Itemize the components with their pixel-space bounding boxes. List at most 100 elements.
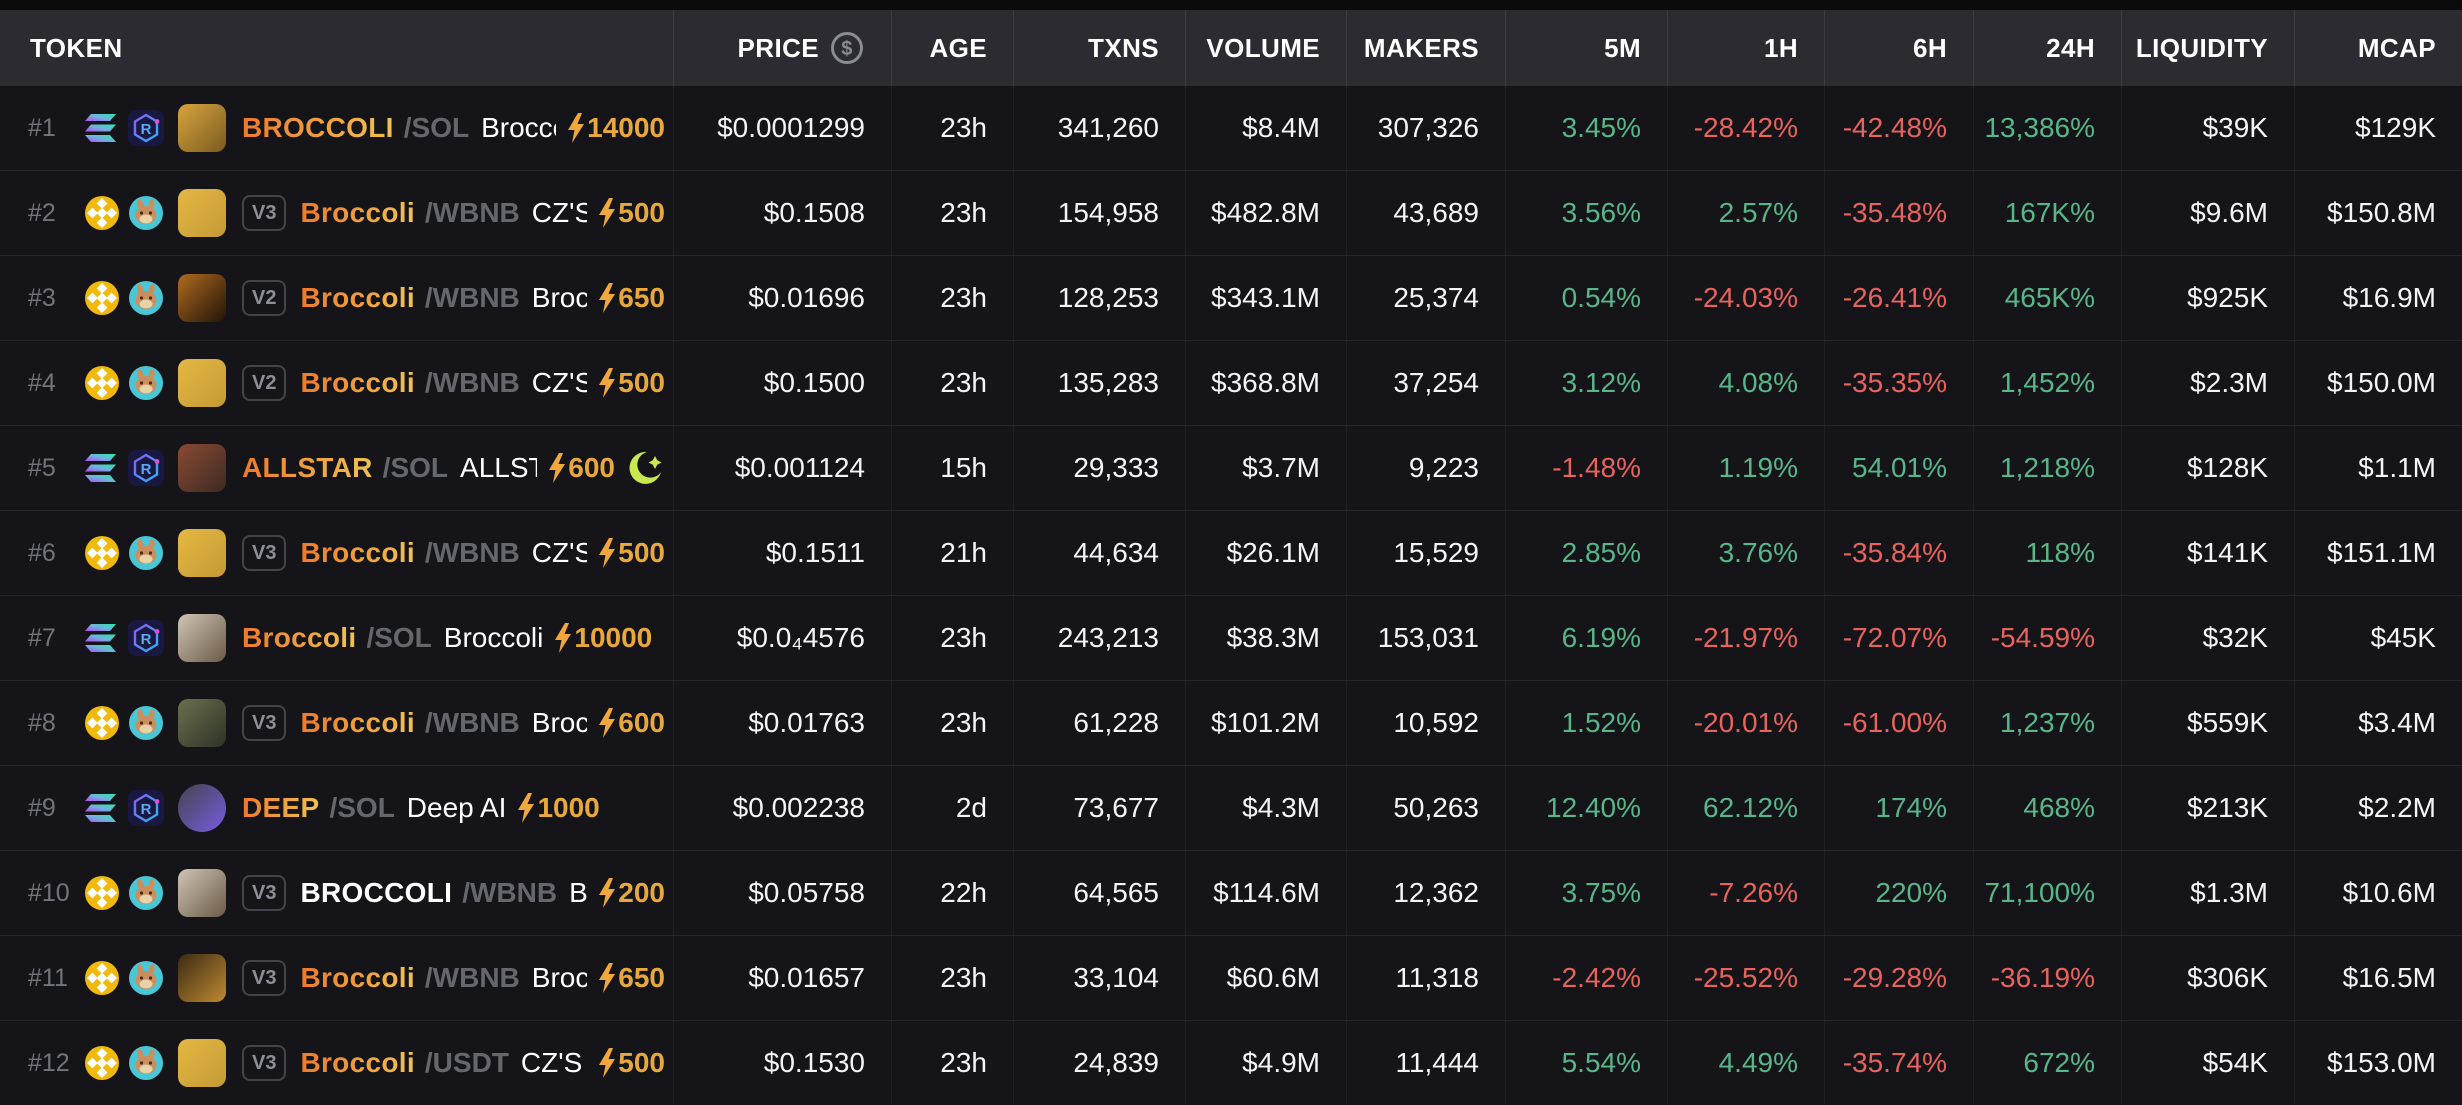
column-header-label: TOKEN — [30, 32, 123, 63]
column-header-txns[interactable]: TXNS — [1013, 10, 1185, 86]
column-header-label: LIQUIDITY — [2135, 32, 2268, 63]
table-row[interactable]: #12 V3 Broccoli/USDT CZ'S DOC 500 $0.1530 23… — [0, 1020, 2462, 1105]
volume-cell-value: $482.8M — [1211, 197, 1320, 228]
column-header-mcap[interactable]: MCAP — [2294, 10, 2462, 86]
boost-badge[interactable]: 10000 — [553, 622, 652, 654]
boost-badge[interactable]: 650 — [597, 282, 665, 314]
chain-dex-icons — [84, 705, 164, 741]
change-1h-cell: -7.26% — [1667, 851, 1824, 935]
age-cell-value: 23h — [940, 707, 987, 738]
column-header-label: TXNS — [1088, 32, 1159, 63]
volume-cell: $482.8M — [1185, 171, 1346, 255]
chain-dex-icons — [84, 280, 164, 316]
txns-cell: 341,260 — [1013, 86, 1185, 170]
txns-cell: 29,333 — [1013, 426, 1185, 510]
table-row[interactable]: #6 V3 Broccoli/WBNB CZ'S DO 500 $0.1511 21h 4… — [0, 510, 2462, 595]
makers-cell-value: 10,592 — [1393, 707, 1479, 738]
age-cell: 15h — [891, 426, 1013, 510]
table-row[interactable]: #11 V3 Broccoli/WBNB Broccol 650 $0.01657 23… — [0, 935, 2462, 1020]
table-row[interactable]: #7 R Broccoli/SOL Broccoli 10000 $0.0₄4576… — [0, 595, 2462, 680]
boost-badge[interactable]: 500 — [597, 537, 665, 569]
column-header-volume[interactable]: VOLUME — [1185, 10, 1346, 86]
liquidity-cell-value: $54K — [2202, 1047, 2268, 1078]
change-5m-cell-value: 3.56% — [1561, 197, 1641, 228]
change-24h-cell-value: 1,452% — [2000, 367, 2095, 398]
table-row[interactable]: #4 V2 Broccoli/WBNB CZ'S DO 500 $0.1500 23h 1… — [0, 340, 2462, 425]
mcap-cell-value: $129K — [2355, 112, 2436, 143]
column-header-6h[interactable]: 6H — [1824, 10, 1973, 86]
change-6h-cell-value: -61.00% — [1842, 707, 1947, 738]
table-row[interactable]: #9 R DEEP/SOL Deep AI 1000 $0.002238 2d 73,6… — [0, 765, 2462, 850]
change-1h-cell: 4.08% — [1667, 341, 1824, 425]
table-row[interactable]: #1 R BROCCOLI/SOL Broccoli 14000 $0.000129… — [0, 86, 2462, 170]
liquidity-cell-value: $32K — [2202, 622, 2268, 653]
makers-cell-value: 11,444 — [1395, 1047, 1479, 1078]
age-cell-value: 21h — [940, 537, 987, 568]
mcap-cell-value: $1.1M — [2358, 452, 2436, 483]
change-1h-cell-value: 4.08% — [1718, 367, 1798, 398]
boost-badge[interactable]: 600 — [547, 452, 615, 484]
pancakeswap-icon — [128, 875, 164, 911]
dollar-coin-icon[interactable]: $ — [829, 30, 865, 66]
table-row[interactable]: #2 V3 Broccoli/WBNB CZ'S DO 500 $0.1508 23h 1… — [0, 170, 2462, 255]
volume-cell: $3.7M — [1185, 426, 1346, 510]
lightning-icon — [597, 538, 618, 568]
boost-badge[interactable]: 600 — [597, 707, 665, 739]
pancakeswap-icon — [128, 1045, 164, 1081]
change-6h-cell-value: -35.48% — [1842, 197, 1947, 228]
boost-badge[interactable]: 200 — [597, 877, 665, 909]
table-row[interactable]: #3 V2 Broccoli/WBNB Broccol 650 $0.01696 23h… — [0, 255, 2462, 340]
boost-count: 500 — [618, 537, 665, 568]
change-5m-cell: 0.54% — [1505, 256, 1667, 340]
column-header-1h[interactable]: 1H — [1667, 10, 1824, 86]
moonshot-icon — [625, 448, 665, 488]
column-header-24h[interactable]: 24H — [1973, 10, 2121, 86]
mcap-cell-value: $45K — [2370, 622, 2436, 653]
boost-badge[interactable]: 500 — [597, 1047, 665, 1079]
age-cell-value: 23h — [940, 962, 987, 993]
column-header-5m[interactable]: 5M — [1505, 10, 1667, 86]
column-header-price[interactable]: PRICE $ — [673, 10, 891, 86]
boost-badge[interactable]: 500 — [597, 197, 665, 229]
token-cell: #11 V3 Broccoli/WBNB Broccol 650 — [0, 936, 673, 1020]
token-symbol: Broccoli — [300, 282, 415, 313]
pool-version-badge: V3 — [242, 1045, 287, 1081]
change-1h-cell: -20.01% — [1667, 681, 1824, 765]
volume-cell: $4.9M — [1185, 1021, 1346, 1105]
volume-cell: $8.4M — [1185, 86, 1346, 170]
rank-label: #2 — [28, 198, 56, 227]
makers-cell: 9,223 — [1346, 426, 1505, 510]
change-6h-cell: -35.74% — [1824, 1021, 1973, 1105]
table-row[interactable]: #8 V3 Broccoli/WBNB Broccol 600 $0.01763 23h… — [0, 680, 2462, 765]
token-symbol: DEEP — [242, 792, 320, 823]
column-header-liquidity[interactable]: LIQUIDITY — [2121, 10, 2294, 86]
table-row[interactable]: #10 V3 BROCCOLI/WBNB Brocco 200 $0.05758 22h… — [0, 850, 2462, 935]
boost-badge[interactable]: 14000 — [566, 112, 665, 144]
svg-text:R: R — [141, 121, 152, 138]
column-header-token[interactable]: TOKEN — [0, 10, 673, 86]
column-header-age[interactable]: AGE — [891, 10, 1013, 86]
change-24h-cell-value: 13,386% — [1984, 112, 2095, 143]
svg-text:R: R — [141, 631, 152, 648]
mcap-cell: $16.5M — [2294, 936, 2462, 1020]
lightning-icon — [597, 198, 618, 228]
rank-label: #10 — [28, 878, 70, 907]
change-24h-cell-value: 1,218% — [2000, 452, 2095, 483]
table-row[interactable]: #5 R ALLSTAR/SOL ALLSTAR C 600 $0.001124 1… — [0, 425, 2462, 510]
change-6h-cell: 54.01% — [1824, 426, 1973, 510]
liquidity-cell-value: $1.3M — [2190, 877, 2268, 908]
rank-label: #12 — [28, 1048, 70, 1077]
boost-badge[interactable]: 500 — [597, 367, 665, 399]
column-header-makers[interactable]: MAKERS — [1346, 10, 1505, 86]
makers-cell: 11,318 — [1346, 936, 1505, 1020]
boost-badge[interactable]: 650 — [597, 962, 665, 994]
pancakeswap-icon — [128, 705, 164, 741]
age-cell-value: 2d — [955, 792, 987, 823]
boost-badge[interactable]: 1000 — [516, 792, 600, 824]
price-cell-value: $0.001124 — [734, 452, 865, 483]
boost-count: 650 — [618, 962, 665, 993]
change-6h-cell: -29.28% — [1824, 936, 1973, 1020]
change-5m-cell-value: 2.85% — [1561, 537, 1641, 568]
mcap-cell-value: $2.2M — [2358, 792, 2436, 823]
bnb-icon — [84, 535, 120, 571]
